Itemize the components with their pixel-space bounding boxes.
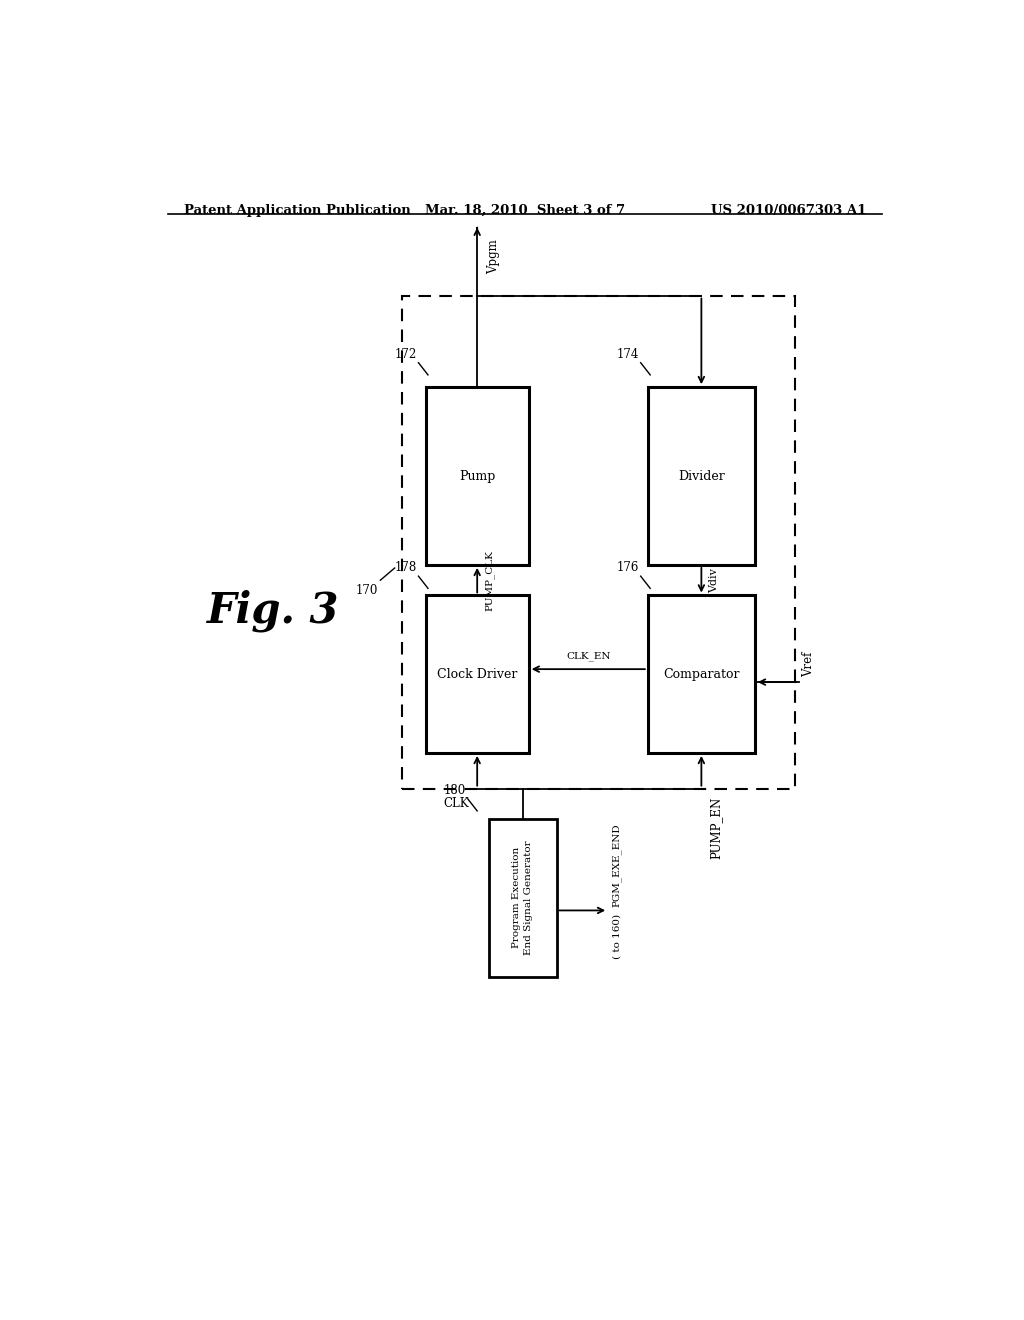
Text: PUMP_EN: PUMP_EN <box>710 797 722 859</box>
Text: CLK_EN: CLK_EN <box>566 651 610 661</box>
Text: Divider: Divider <box>678 470 725 483</box>
Text: 178: 178 <box>394 561 417 574</box>
Text: 180: 180 <box>443 784 466 797</box>
Text: Vref: Vref <box>803 652 815 677</box>
Bar <box>648 387 755 565</box>
Bar <box>648 595 755 752</box>
Text: Clock Driver: Clock Driver <box>437 668 517 681</box>
Text: Fig. 3: Fig. 3 <box>207 590 340 632</box>
Bar <box>489 818 557 977</box>
Text: Program Execution
End Signal Generator: Program Execution End Signal Generator <box>512 841 534 956</box>
Text: Patent Application Publication: Patent Application Publication <box>183 205 411 216</box>
Text: US 2010/0067303 A1: US 2010/0067303 A1 <box>711 205 866 216</box>
Text: 174: 174 <box>616 347 639 360</box>
Text: PGM_EXE_END: PGM_EXE_END <box>612 824 622 907</box>
Text: Vdiv: Vdiv <box>710 568 719 593</box>
Text: 172: 172 <box>394 347 417 360</box>
Text: PUMP_CLK: PUMP_CLK <box>485 549 495 611</box>
Text: Mar. 18, 2010  Sheet 3 of 7: Mar. 18, 2010 Sheet 3 of 7 <box>425 205 625 216</box>
Text: ( to 160): ( to 160) <box>612 913 622 958</box>
Text: 176: 176 <box>616 561 639 574</box>
Text: Vpgm: Vpgm <box>486 240 500 275</box>
Text: CLK: CLK <box>443 797 469 809</box>
Bar <box>426 387 528 565</box>
Text: Comparator: Comparator <box>664 668 739 681</box>
Text: Pump: Pump <box>459 470 496 483</box>
Text: 170: 170 <box>355 585 378 597</box>
Bar <box>401 296 795 788</box>
Bar <box>426 595 528 752</box>
